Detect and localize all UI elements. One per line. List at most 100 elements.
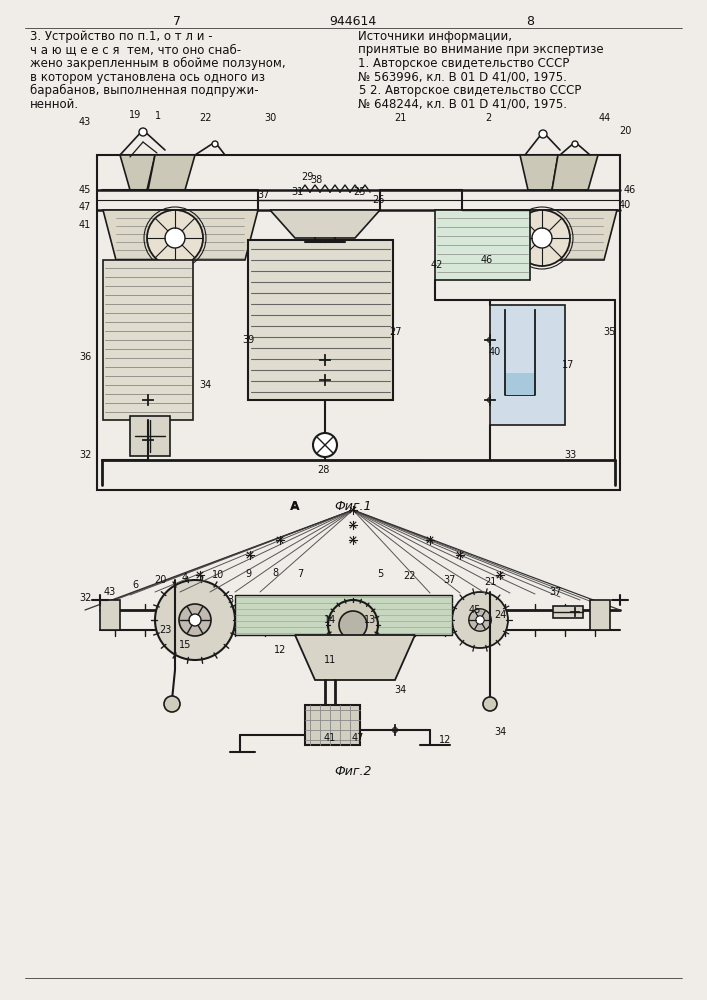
Polygon shape [462,210,617,260]
Circle shape [488,397,493,402]
Text: 46: 46 [481,255,493,265]
Text: № 648244, кл. В 01 D 41/00, 1975.: № 648244, кл. В 01 D 41/00, 1975. [358,98,567,110]
Text: 27: 27 [389,327,402,337]
Text: A: A [292,501,298,511]
Bar [490,305,565,425]
Text: 40: 40 [489,347,501,357]
Polygon shape [235,595,452,635]
Circle shape [514,210,570,266]
Text: 9: 9 [245,569,251,579]
Circle shape [146,438,151,442]
Circle shape [313,433,337,457]
Circle shape [532,228,552,248]
Circle shape [189,614,201,626]
Bar [553,606,583,618]
Text: 34: 34 [494,727,506,737]
Bar [97,155,620,490]
Text: 8: 8 [526,15,534,28]
Text: 36: 36 [79,352,91,362]
Circle shape [322,377,327,382]
Text: 45: 45 [78,185,91,195]
Circle shape [139,128,147,136]
Text: 17: 17 [562,360,574,370]
Text: 32: 32 [78,593,91,603]
Text: ненной.: ненной. [30,98,79,110]
Text: 33: 33 [564,450,576,460]
Text: 21: 21 [394,113,407,123]
Text: 44: 44 [599,113,611,123]
Text: 31: 31 [291,187,303,197]
Text: 37: 37 [258,190,270,200]
Text: 5: 5 [377,569,383,579]
Text: 38: 38 [310,175,322,185]
Text: 47: 47 [78,202,91,212]
Text: 22: 22 [199,113,211,123]
Polygon shape [270,210,380,238]
Bar [248,240,393,400]
Text: 7: 7 [173,15,181,28]
Text: 7: 7 [297,569,303,579]
Text: жено закрепленным в обойме ползуном,: жено закрепленным в обойме ползуном, [30,57,286,70]
Bar [100,600,120,630]
Circle shape [572,141,578,147]
Text: барабанов, выполненная подпружи-: барабанов, выполненная подпружи- [30,84,259,97]
Text: 5: 5 [358,84,366,97]
Text: 23: 23 [159,625,171,635]
Text: 21: 21 [484,577,496,587]
Circle shape [147,210,203,266]
Bar [506,373,534,395]
Circle shape [488,338,493,342]
Text: 15: 15 [179,640,191,650]
Text: 29: 29 [300,172,313,182]
Text: 944614: 944614 [329,15,377,28]
Text: 46: 46 [624,185,636,195]
Text: A: A [290,500,300,514]
Text: принятые во внимание при экспертизе: принятые во внимание при экспертизе [358,43,604,56]
Text: 1. Авторское свидетельство СССР: 1. Авторское свидетельство СССР [358,57,569,70]
Text: 45: 45 [469,605,481,615]
Circle shape [165,228,185,248]
Circle shape [573,609,578,614]
Circle shape [328,600,378,650]
Text: 41: 41 [324,733,336,743]
Text: 12: 12 [274,645,286,655]
Text: 28: 28 [317,465,329,475]
Text: ч а ю щ е е с я  тем, что оно снаб-: ч а ю щ е е с я тем, что оно снаб- [30,43,241,56]
Text: 34: 34 [394,685,406,695]
Text: 19: 19 [129,110,141,120]
Text: 34: 34 [199,380,211,390]
Polygon shape [120,155,155,190]
Text: 42: 42 [431,260,443,270]
Text: 20: 20 [154,575,166,585]
Bar [103,260,193,420]
Circle shape [179,604,211,636]
Circle shape [392,728,397,732]
Text: 3: 3 [227,595,233,605]
Bar [305,705,360,745]
Text: 1: 1 [155,111,161,121]
Text: 41: 41 [79,220,91,230]
Text: 47: 47 [352,733,364,743]
Text: Фиг.1: Фиг.1 [334,500,372,513]
Text: 2: 2 [485,113,491,123]
Circle shape [146,397,151,402]
Text: 22: 22 [404,571,416,581]
Text: 8: 8 [272,568,278,578]
Text: 24: 24 [493,610,506,620]
Text: 3. Устройство по п.1, о т л и -: 3. Устройство по п.1, о т л и - [30,30,213,43]
Text: 25: 25 [354,187,366,197]
Polygon shape [103,210,258,260]
Text: 37: 37 [444,575,456,585]
Text: 32: 32 [78,450,91,460]
Circle shape [483,697,497,711]
Text: 2. Авторское свидетельство СССР: 2. Авторское свидетельство СССР [370,84,581,97]
Bar [590,600,610,630]
Text: 43: 43 [79,117,91,127]
Text: 40: 40 [619,200,631,210]
Circle shape [322,358,327,362]
Text: Источники информации,: Источники информации, [358,30,512,43]
Text: 20: 20 [619,126,631,136]
Text: № 563996, кл. В 01 D 41/00, 1975.: № 563996, кл. В 01 D 41/00, 1975. [358,70,567,84]
Circle shape [469,609,491,631]
Text: в котором установлена ось одного из: в котором установлена ось одного из [30,70,265,84]
